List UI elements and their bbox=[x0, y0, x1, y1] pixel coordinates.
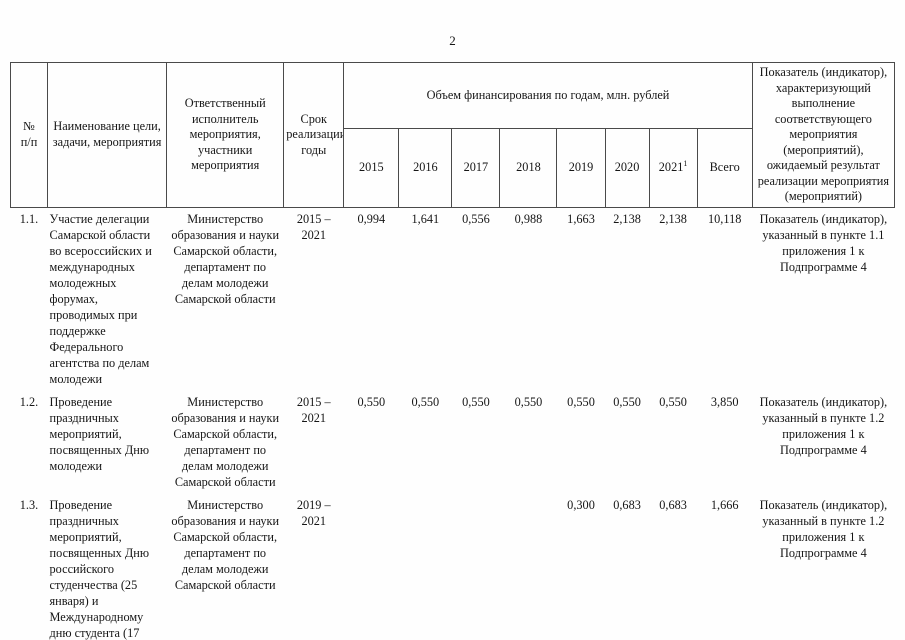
cell-indicator: Показатель (индикатор), указанный в пунк… bbox=[759, 394, 888, 457]
cell-term: 2015 – 2021 bbox=[296, 211, 331, 242]
cell-year-value: 0,550 bbox=[357, 394, 386, 409]
cell-year-value: 0,988 bbox=[514, 211, 543, 226]
page-number: 2 bbox=[449, 33, 456, 48]
cell-term: 2019 – 2021 bbox=[296, 497, 331, 528]
cell-year-value: 2,138 bbox=[613, 211, 641, 226]
cell-year-value: 0,683 bbox=[613, 497, 641, 512]
cell-year-value: 0,550 bbox=[613, 394, 641, 409]
cell-year-value: 2,138 bbox=[659, 211, 687, 226]
cell-number: 1.3. bbox=[19, 497, 39, 512]
cell-year-value: 0,550 bbox=[659, 394, 687, 409]
cell-executor: Министерство образования и науки Самарск… bbox=[171, 394, 280, 489]
col-header-term: Срок реализации, годы bbox=[283, 62, 345, 208]
header-row-top: № п/п Наименование цели, задачи, меропри… bbox=[9, 61, 896, 208]
col-header-year-2020: 2020 bbox=[604, 128, 650, 208]
cell-total: 1,666 bbox=[710, 497, 739, 512]
header-row-years: 2015 2016 2017 2018 2019 2020 20211 Всег… bbox=[11, 128, 895, 208]
col-header-indicator: Показатель (индикатор), характеризующий … bbox=[751, 62, 896, 208]
cell-year-value bbox=[344, 494, 399, 640]
cell-year-value: 0,556 bbox=[462, 211, 490, 226]
cell-total: 3,850 bbox=[710, 394, 739, 409]
cell-year-value: 0,994 bbox=[357, 211, 386, 226]
col-header-year-2016: 2016 bbox=[398, 128, 453, 208]
cell-year-value bbox=[452, 494, 500, 640]
cell-indicator: Показатель (индикатор), указанный в пунк… bbox=[759, 497, 888, 560]
cell-year-value: 0,550 bbox=[462, 394, 490, 409]
number-header-symbol: № bbox=[23, 119, 35, 134]
col-header-total: Всего bbox=[696, 128, 753, 208]
footnote-marker: 1 bbox=[683, 159, 688, 169]
table-row: 1.2. Проведение праздничных мероприятий,… bbox=[11, 391, 895, 494]
cell-year-value: 0,550 bbox=[411, 394, 440, 409]
cell-year-value: 1,663 bbox=[567, 211, 595, 226]
table-row: 1.1. Участие делегации Самарской области… bbox=[11, 207, 895, 391]
cell-indicator: Показатель (индикатор), указанный в пунк… bbox=[759, 211, 888, 274]
col-header-activity: Наименование цели, задачи, мероприятия bbox=[47, 62, 168, 208]
col-header-executor: Ответственный исполнитель мероприятия, у… bbox=[166, 62, 285, 208]
cell-activity: Участие делегации Самарской области во в… bbox=[49, 211, 152, 386]
col-header-year-2015: 2015 bbox=[343, 128, 400, 208]
cell-number: 1.2. bbox=[19, 394, 39, 409]
col-header-year-2018: 2018 bbox=[499, 128, 558, 208]
table-row: 1.3. Проведение праздничных мероприятий,… bbox=[11, 494, 895, 640]
cell-total: 10,118 bbox=[708, 211, 742, 226]
col-header-financing: Объем финансирования по годам, млн. рубл… bbox=[343, 61, 753, 130]
cell-year-value: 0,683 bbox=[659, 497, 687, 512]
cell-activity: Проведение праздничных мероприятий, посв… bbox=[49, 497, 150, 640]
cell-number: 1.1. bbox=[19, 211, 39, 226]
cell-term: 2015 – 2021 bbox=[296, 394, 331, 425]
cell-year-value: 0,300 bbox=[567, 497, 595, 512]
cell-year-value bbox=[500, 494, 557, 640]
cell-year-value: 1,641 bbox=[411, 211, 440, 226]
cell-executor: Министерство образования и науки Самарск… bbox=[171, 211, 280, 306]
col-header-year-2019: 2019 bbox=[556, 128, 606, 208]
financing-table: № п/п Наименование цели, задачи, меропри… bbox=[9, 61, 896, 640]
number-header-abbrev: п/п bbox=[20, 134, 38, 149]
col-header-year-2021: 20211 bbox=[648, 128, 698, 208]
year-2021-label: 2021 bbox=[658, 160, 684, 175]
cell-year-value bbox=[399, 494, 452, 640]
cell-year-value: 0,550 bbox=[514, 394, 543, 409]
cell-activity: Проведение праздничных мероприятий, посв… bbox=[49, 394, 150, 473]
col-header-number: № п/п bbox=[9, 62, 49, 208]
col-header-year-2017: 2017 bbox=[451, 128, 501, 208]
cell-year-value: 0,550 bbox=[567, 394, 595, 409]
cell-executor: Министерство образования и науки Самарск… bbox=[171, 497, 280, 592]
